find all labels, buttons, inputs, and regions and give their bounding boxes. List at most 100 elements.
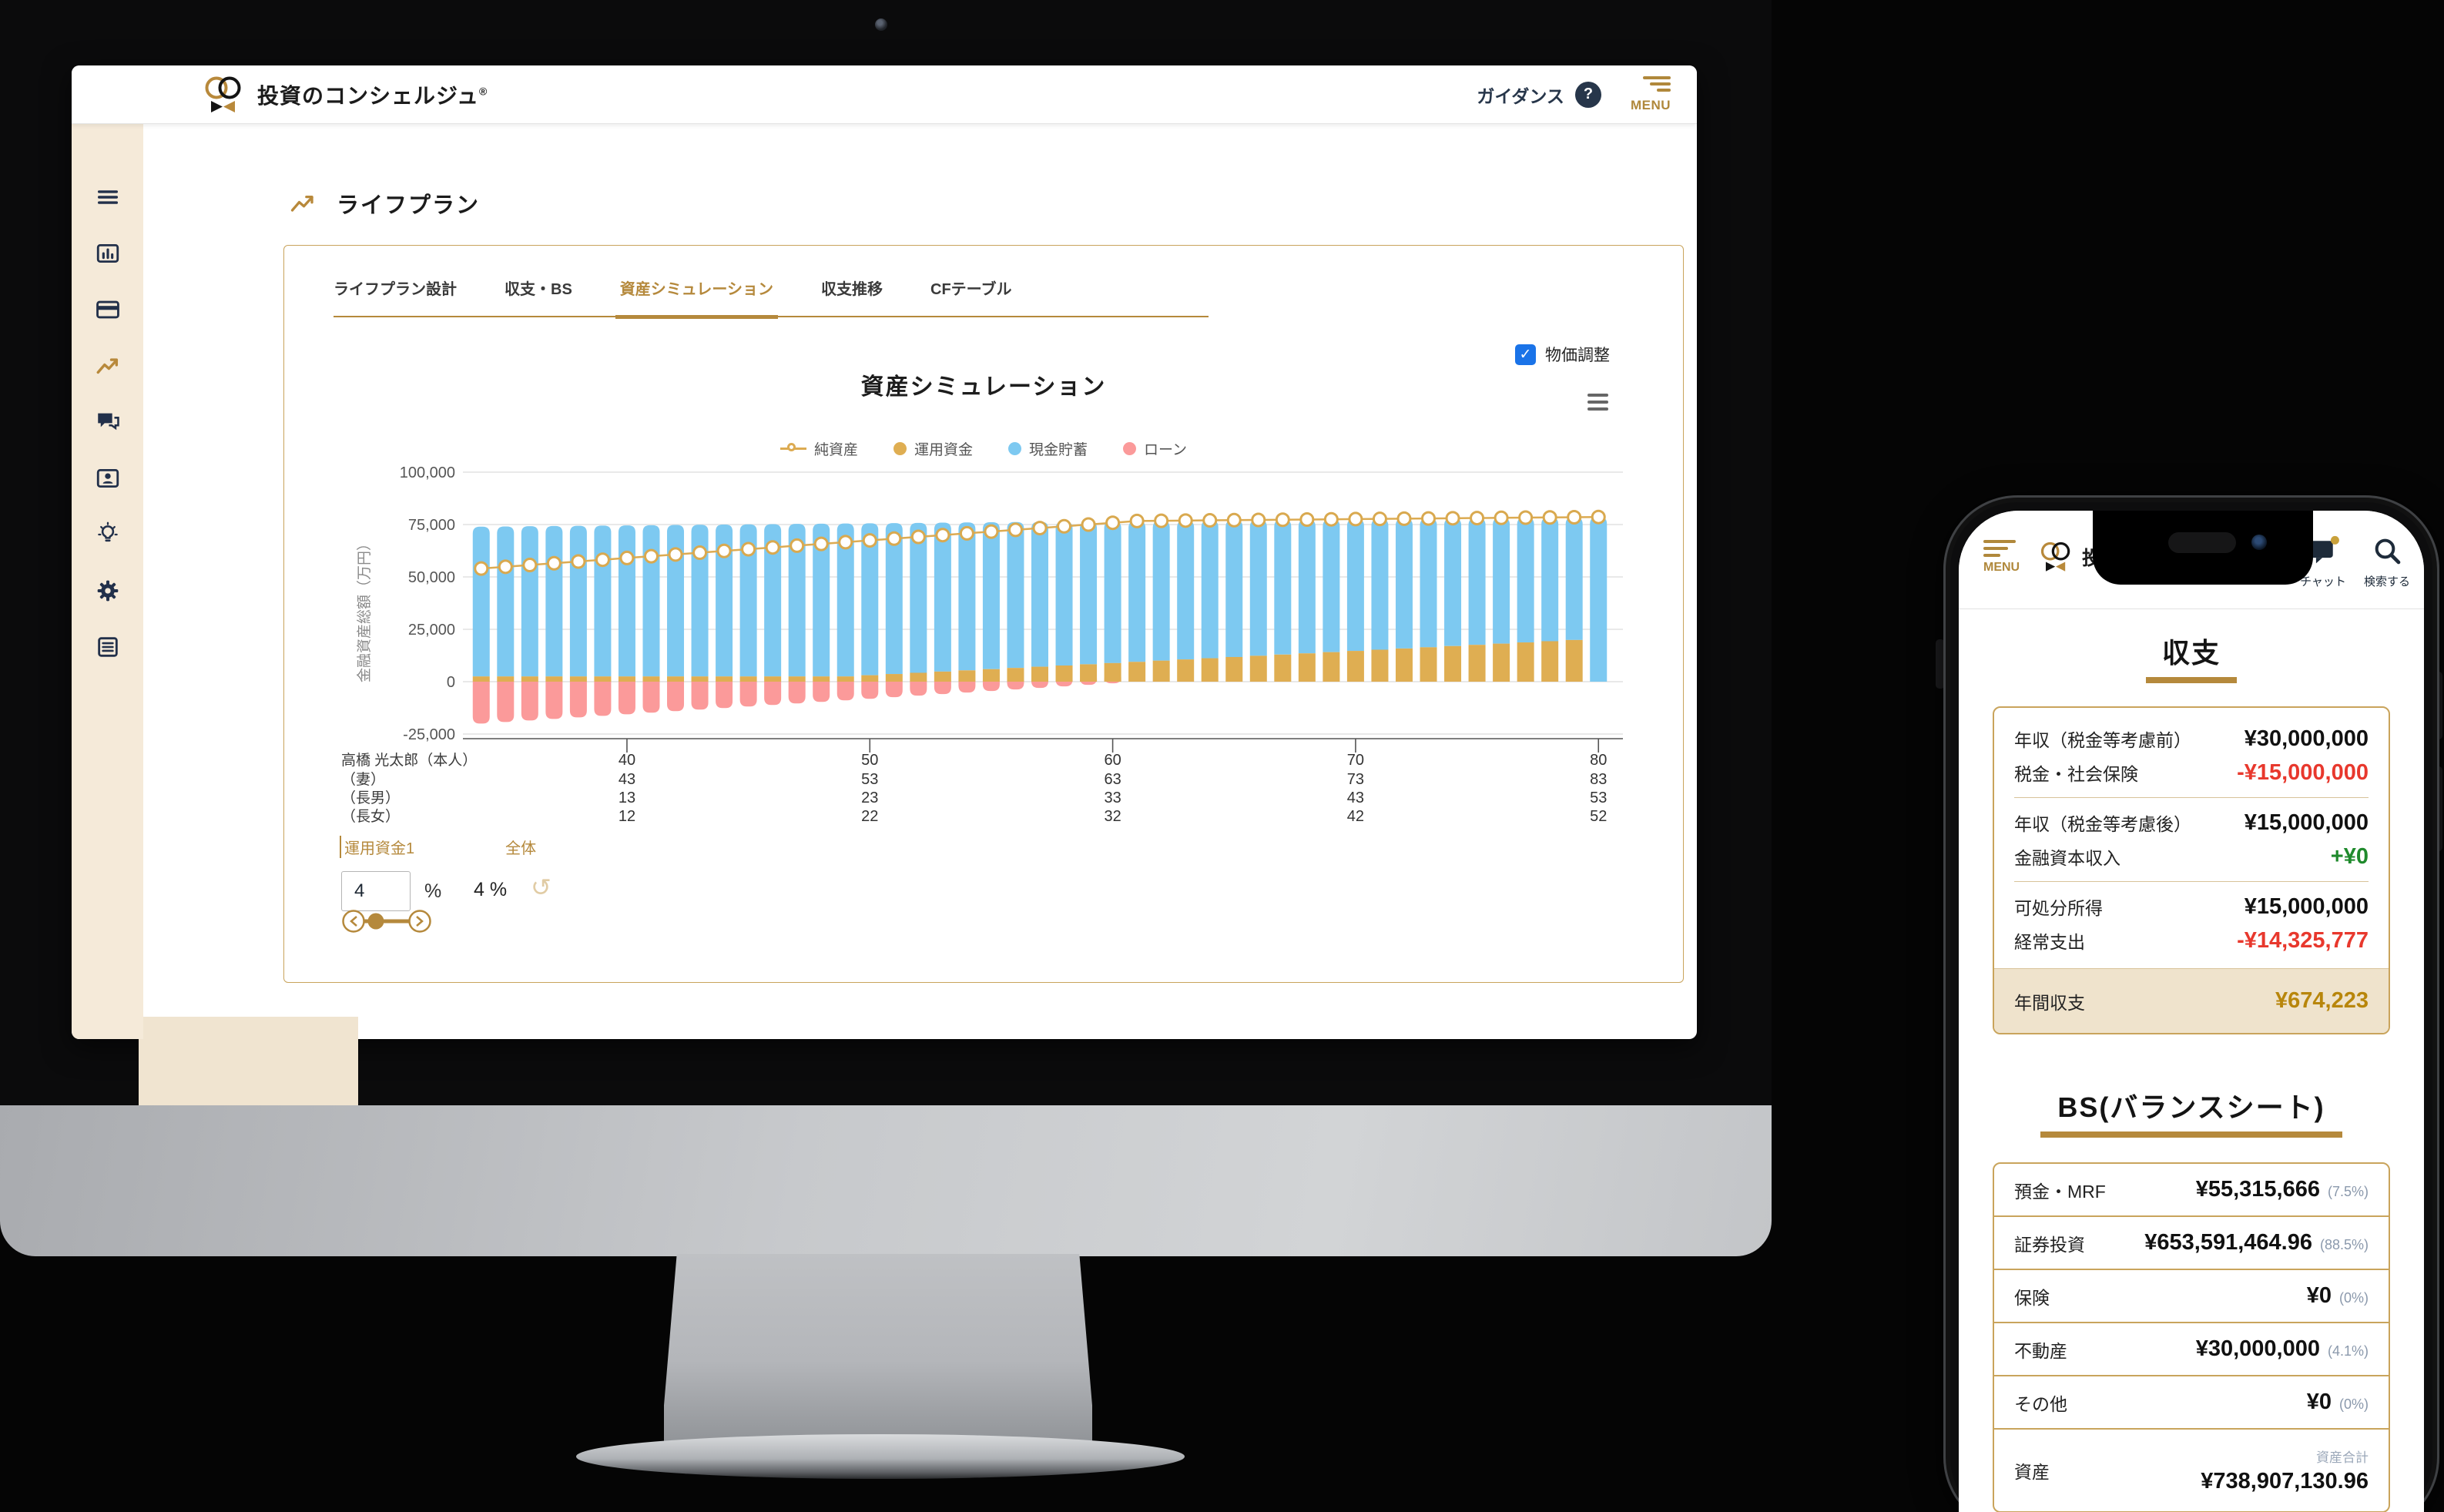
- cash-bar[interactable]: [861, 523, 879, 676]
- cash-bar[interactable]: [691, 525, 709, 677]
- net-asset-marker[interactable]: [1275, 512, 1290, 528]
- sidebar-item-gear[interactable]: [95, 578, 121, 604]
- loan-bar[interactable]: [910, 682, 927, 696]
- invest-bar[interactable]: [813, 676, 830, 682]
- phone-search-button[interactable]: 検索する: [2358, 535, 2416, 589]
- net-asset-marker[interactable]: [1105, 515, 1121, 531]
- net-asset-marker[interactable]: [813, 536, 829, 551]
- undo-icon[interactable]: ↺: [531, 873, 551, 901]
- invest-bar[interactable]: [836, 676, 854, 682]
- net-asset-marker[interactable]: [790, 538, 805, 553]
- net-asset-marker[interactable]: [1081, 517, 1096, 532]
- invest-bar[interactable]: [1249, 655, 1267, 682]
- net-asset-marker[interactable]: [571, 554, 586, 569]
- net-asset-marker[interactable]: [959, 525, 974, 541]
- sidebar-item-document[interactable]: [95, 634, 121, 660]
- invest-bar[interactable]: [1298, 653, 1316, 682]
- invest-bar[interactable]: [885, 674, 903, 682]
- net-asset-marker[interactable]: [1470, 511, 1485, 526]
- loan-bar[interactable]: [836, 682, 854, 701]
- loan-bar[interactable]: [642, 682, 660, 713]
- invest-bar[interactable]: [1323, 652, 1340, 682]
- loan-bar[interactable]: [764, 682, 782, 706]
- cash-bar[interactable]: [497, 526, 515, 677]
- cash-bar[interactable]: [1371, 518, 1389, 650]
- invest-bar[interactable]: [1395, 648, 1413, 682]
- cash-bar[interactable]: [739, 524, 757, 677]
- net-asset-marker[interactable]: [474, 561, 489, 576]
- loan-bar[interactable]: [813, 682, 830, 702]
- invest-bar[interactable]: [1565, 639, 1583, 682]
- cash-bar[interactable]: [1055, 521, 1073, 666]
- tab-2[interactable]: 収支・BS: [505, 281, 572, 298]
- net-asset-marker[interactable]: [498, 559, 513, 575]
- net-asset-marker[interactable]: [1202, 513, 1218, 528]
- cash-bar[interactable]: [1177, 520, 1195, 660]
- invest-bar[interactable]: [1274, 654, 1292, 682]
- net-asset-marker[interactable]: [1154, 513, 1169, 528]
- invest-bar[interactable]: [1201, 658, 1219, 682]
- loan-bar[interactable]: [1031, 681, 1048, 689]
- loan-bar[interactable]: [1055, 679, 1073, 687]
- cash-bar[interactable]: [1395, 518, 1413, 649]
- fund1-label[interactable]: 運用資金1: [340, 836, 414, 858]
- net-asset-marker[interactable]: [1299, 511, 1315, 527]
- cash-bar[interactable]: [1080, 521, 1098, 665]
- invest-bar[interactable]: [1104, 662, 1121, 682]
- invest-bar[interactable]: [788, 676, 806, 682]
- loan-bar[interactable]: [1007, 682, 1024, 690]
- invest-bar[interactable]: [1468, 645, 1486, 682]
- invest-bar[interactable]: [1055, 665, 1073, 682]
- net-asset-marker[interactable]: [1421, 511, 1437, 526]
- invest-bar[interactable]: [691, 676, 709, 682]
- net-asset-marker[interactable]: [1445, 511, 1460, 526]
- loan-bar[interactable]: [788, 682, 806, 704]
- invest-bar[interactable]: [1371, 649, 1389, 682]
- net-asset-marker[interactable]: [1348, 511, 1363, 527]
- loan-bar[interactable]: [739, 682, 757, 707]
- loan-bar[interactable]: [472, 682, 490, 724]
- invest-bar[interactable]: [1225, 656, 1243, 682]
- help-icon[interactable]: ?: [1574, 81, 1601, 108]
- cash-bar[interactable]: [813, 523, 830, 677]
- loan-bar[interactable]: [569, 682, 587, 718]
- net-asset-marker[interactable]: [984, 524, 999, 539]
- loan-bar[interactable]: [667, 682, 685, 712]
- invest-bar[interactable]: [861, 675, 879, 682]
- slider-increment-button[interactable]: [408, 910, 431, 933]
- loan-bar[interactable]: [958, 682, 976, 693]
- net-asset-marker[interactable]: [910, 529, 926, 545]
- invest-bar[interactable]: [667, 676, 685, 682]
- tab-3[interactable]: 資産シミュレーション: [615, 277, 779, 319]
- loan-bar[interactable]: [885, 682, 903, 698]
- cash-bar[interactable]: [1541, 517, 1559, 642]
- invest-bar[interactable]: [1346, 651, 1364, 682]
- cash-bar[interactable]: [521, 526, 538, 677]
- net-asset-marker[interactable]: [838, 535, 853, 550]
- cash-bar[interactable]: [1323, 519, 1340, 652]
- invest-bar[interactable]: [1493, 643, 1510, 682]
- loan-bar[interactable]: [861, 682, 879, 699]
- net-asset-marker[interactable]: [643, 548, 659, 564]
- loan-bar[interactable]: [982, 682, 1000, 692]
- rate-slider[interactable]: [335, 904, 451, 939]
- cash-bar[interactable]: [1274, 519, 1292, 655]
- net-asset-marker[interactable]: [1591, 509, 1606, 525]
- sidebar-item-chat[interactable]: [95, 409, 121, 435]
- cash-bar[interactable]: [788, 524, 806, 677]
- net-asset-marker[interactable]: [546, 555, 562, 571]
- legend-item-4[interactable]: ローン: [1122, 438, 1187, 459]
- invest-bar[interactable]: [739, 676, 757, 682]
- invest-bar[interactable]: [618, 676, 635, 682]
- price-adjust-control[interactable]: ✓ 物価調整: [1515, 343, 1610, 366]
- cash-bar[interactable]: [1493, 518, 1510, 644]
- slider-decrement-button[interactable]: [342, 910, 365, 933]
- net-asset-marker[interactable]: [1129, 513, 1145, 528]
- cash-bar[interactable]: [764, 524, 782, 677]
- slider-thumb[interactable]: [367, 913, 384, 930]
- loan-bar[interactable]: [1104, 676, 1121, 684]
- cash-bar[interactable]: [1298, 519, 1316, 654]
- sidebar-item-profile-card[interactable]: [95, 465, 121, 491]
- guidance-button[interactable]: ガイダンス ?: [1477, 81, 1601, 108]
- net-asset-marker[interactable]: [522, 558, 538, 573]
